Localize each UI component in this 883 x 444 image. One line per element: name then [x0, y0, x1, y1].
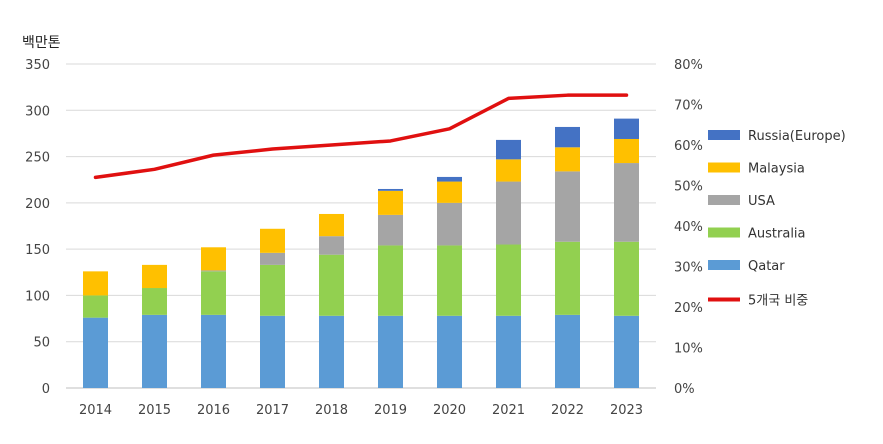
bar-segment-australia: [83, 295, 108, 318]
y-tick-label: 100: [25, 289, 50, 304]
bar-segment-russia-europe-: [614, 118, 639, 139]
share-line: [93, 93, 629, 180]
bar-segment-usa: [201, 270, 226, 272]
bar-segment-usa: [260, 252, 285, 265]
bar-segment-malaysia: [260, 228, 285, 253]
bar-segment-qatar: [83, 317, 108, 388]
bar-segment-malaysia: [496, 159, 521, 182]
x-tick-label: 2018: [315, 403, 348, 418]
legend-label: Malaysia: [748, 162, 805, 177]
legend-swatch: [708, 227, 740, 238]
bar-segment-usa: [378, 214, 403, 246]
x-tick-label: 2016: [197, 403, 230, 418]
bar-segment-usa: [614, 163, 639, 242]
y2-tick-label: 0%: [674, 382, 695, 397]
y2-tick-label: 10%: [674, 342, 703, 357]
bar-segment-qatar: [142, 314, 167, 388]
bar-segment-australia: [555, 241, 580, 315]
y2-tick-label: 40%: [674, 220, 703, 235]
legend-swatch: [708, 195, 740, 205]
y2-tick-label: 20%: [674, 301, 703, 316]
bar-segment-australia: [319, 254, 344, 316]
bar-segment-malaysia: [378, 190, 403, 215]
y2-tick-label: 70%: [674, 99, 703, 114]
x-tick-label: 2020: [433, 403, 466, 418]
bar-segment-qatar: [201, 314, 226, 388]
bar-segment-australia: [496, 244, 521, 316]
bar-segment-qatar: [555, 314, 580, 388]
bar-segment-usa: [319, 236, 344, 255]
bar-segment-malaysia: [437, 181, 462, 203]
x-tick-label: 2017: [256, 403, 289, 418]
y2-tick-label: 60%: [674, 139, 703, 154]
bar-segment-usa: [437, 202, 462, 246]
x-tick-label: 2021: [492, 403, 525, 418]
y-tick-label: 200: [25, 197, 50, 212]
y2-tick-label: 50%: [674, 180, 703, 195]
x-tick-label: 2019: [374, 403, 407, 418]
y-tick-label: 350: [25, 58, 50, 73]
bar-segment-qatar: [378, 315, 403, 388]
bar-segment-qatar: [319, 315, 344, 388]
legend-label: Qatar: [748, 259, 785, 274]
bar-segment-malaysia: [614, 138, 639, 164]
legend-label: Australia: [748, 227, 806, 242]
x-tick-label: 2015: [138, 403, 171, 418]
bar-segment-qatar: [496, 315, 521, 388]
y-tick-label: 300: [25, 104, 50, 119]
bar-segment-australia: [614, 241, 639, 316]
bar-segment-russia-europe-: [437, 176, 462, 182]
bar-segment-australia: [142, 288, 167, 315]
bar-segment-russia-europe-: [496, 139, 521, 160]
legend-swatch: [708, 162, 740, 173]
y-tick-label: 250: [25, 151, 50, 166]
bar-segment-malaysia: [555, 147, 580, 172]
bar-segment-russia-europe-: [378, 188, 403, 191]
y-tick-label: 50: [33, 336, 50, 351]
y-tick-label: 0: [42, 382, 50, 397]
x-tick-label: 2014: [79, 403, 112, 418]
y2-tick-label: 80%: [674, 58, 703, 73]
x-tick-label: 2023: [610, 403, 643, 418]
bar-segment-qatar: [437, 315, 462, 388]
bar-segment-australia: [378, 245, 403, 316]
legend-label: 5개국 비중: [748, 294, 808, 309]
bar-segment-russia-europe-: [555, 126, 580, 148]
bar-segment-usa: [496, 181, 521, 245]
y-tick-label: 150: [25, 243, 50, 258]
bar-segment-australia: [260, 264, 285, 316]
x-tick-label: 2022: [551, 403, 584, 418]
bar-segment-malaysia: [142, 264, 167, 289]
y-axis-unit-label: 백만톤: [22, 35, 61, 51]
legend-label: USA: [748, 194, 775, 209]
bar-segment-qatar: [614, 315, 639, 388]
legend-label: Russia(Europe): [748, 129, 846, 144]
bar-segment-malaysia: [201, 247, 226, 271]
bar-segment-malaysia: [83, 271, 108, 296]
legend-swatch: [708, 260, 740, 270]
bar-segment-usa: [555, 171, 580, 242]
bar-segment-australia: [437, 245, 462, 316]
legend-swatch: [708, 130, 740, 140]
bar-segment-qatar: [260, 315, 285, 388]
y2-tick-label: 30%: [674, 261, 703, 276]
bar-segment-malaysia: [319, 213, 344, 237]
bar-segment-australia: [201, 271, 226, 315]
